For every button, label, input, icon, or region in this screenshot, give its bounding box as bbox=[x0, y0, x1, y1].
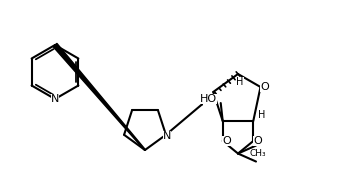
Text: H: H bbox=[258, 110, 265, 120]
Text: N: N bbox=[163, 131, 171, 141]
Text: CH₃: CH₃ bbox=[250, 149, 267, 158]
Text: O: O bbox=[222, 136, 231, 146]
Polygon shape bbox=[53, 43, 145, 150]
Text: H: H bbox=[236, 77, 244, 87]
Text: O: O bbox=[253, 136, 262, 146]
Text: HO: HO bbox=[200, 94, 217, 104]
Text: N: N bbox=[51, 94, 59, 104]
Text: O: O bbox=[260, 82, 269, 92]
